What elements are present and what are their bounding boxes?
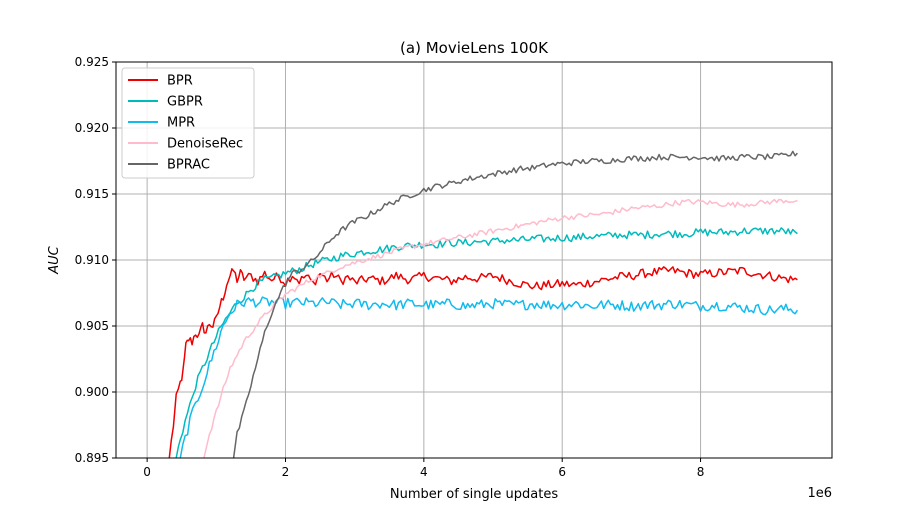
legend-box bbox=[121, 67, 255, 179]
chart-title: (a) MovieLens 100K bbox=[400, 39, 549, 57]
y-axis-ticks: 0.895 0.900 0.905 0.910 0.915 0.920 0.925 bbox=[75, 55, 116, 465]
x-axis-label: Number of single updates bbox=[390, 487, 558, 502]
legend: BPR GBPR MPR DenoiseRec BPRAC bbox=[121, 67, 255, 179]
x-tick-label: 8 bbox=[697, 465, 705, 479]
series-line-denoiserec bbox=[203, 198, 798, 459]
series-lines bbox=[168, 150, 799, 459]
y-tick-label: 0.910 bbox=[75, 253, 109, 267]
y-tick-label: 0.915 bbox=[75, 187, 109, 201]
y-axis-label: AUC bbox=[47, 245, 62, 274]
x-tick-label: 0 bbox=[143, 465, 151, 479]
x-axis-ticks: 0 2 4 6 8 bbox=[143, 458, 704, 479]
series-line-bpr bbox=[168, 266, 798, 459]
legend-label-mpr: MPR bbox=[167, 116, 195, 131]
x-tick-label: 6 bbox=[558, 465, 566, 479]
x-tick-label: 4 bbox=[420, 465, 428, 479]
series-line-mpr bbox=[179, 296, 799, 459]
y-tick-label: 0.900 bbox=[75, 385, 109, 399]
series-line-gbpr bbox=[175, 227, 798, 459]
x-axis-scale-label: 1e6 bbox=[807, 486, 832, 501]
legend-label-bpr: BPR bbox=[167, 74, 193, 89]
y-tick-label: 0.925 bbox=[75, 55, 109, 69]
y-tick-label: 0.895 bbox=[75, 451, 109, 465]
legend-label-denoiserec: DenoiseRec bbox=[167, 137, 243, 152]
x-tick-label: 2 bbox=[282, 465, 290, 479]
legend-label-bprac: BPRAC bbox=[167, 158, 210, 173]
y-tick-label: 0.905 bbox=[75, 319, 109, 333]
series-line-bprac bbox=[232, 150, 798, 459]
legend-label-gbpr: GBPR bbox=[167, 95, 203, 110]
y-tick-label: 0.920 bbox=[75, 121, 109, 135]
